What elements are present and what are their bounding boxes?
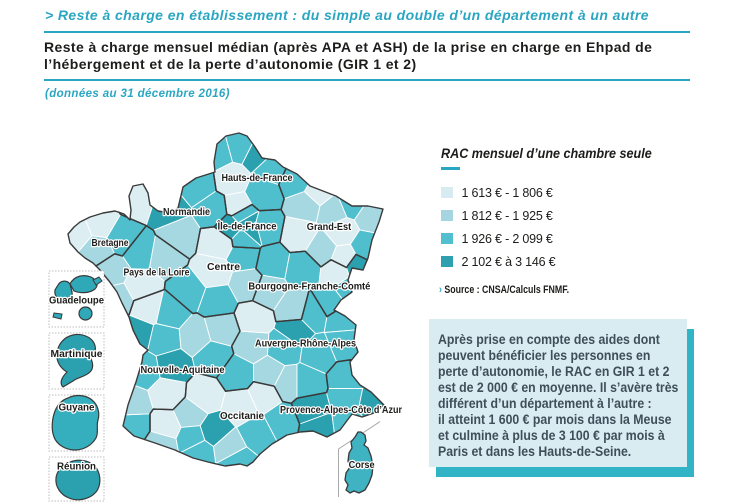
- svg-text:Île-de-France: Île-de-France: [217, 219, 277, 232]
- svg-text:Auvergne-Rhône-Alpes: Auvergne-Rhône-Alpes: [255, 338, 356, 350]
- svg-text:Occitanie: Occitanie: [220, 410, 264, 422]
- svg-text:Pays de la Loire: Pays de la Loire: [124, 267, 190, 279]
- svg-text:Martinique: Martinique: [51, 348, 103, 360]
- svg-text:Hauts-de-France: Hauts-de-France: [222, 172, 293, 184]
- svg-text:Guyane: Guyane: [59, 402, 95, 414]
- svg-text:Normandie: Normandie: [163, 206, 210, 218]
- svg-text:Grand-Est: Grand-Est: [307, 221, 352, 233]
- svg-text:Centre: Centre: [207, 261, 240, 273]
- svg-text:Provence-Alpes-Côte d’Azur: Provence-Alpes-Côte d’Azur: [280, 404, 402, 416]
- svg-text:Corse: Corse: [349, 459, 375, 471]
- svg-text:Bretagne: Bretagne: [92, 237, 129, 249]
- svg-text:Bourgogne-Franche-Comté: Bourgogne-Franche-Comté: [248, 281, 370, 293]
- svg-text:Réunion: Réunion: [57, 461, 96, 473]
- svg-text:Nouvelle-Aquitaine: Nouvelle-Aquitaine: [141, 364, 225, 376]
- svg-text:Guadeloupe: Guadeloupe: [49, 295, 104, 307]
